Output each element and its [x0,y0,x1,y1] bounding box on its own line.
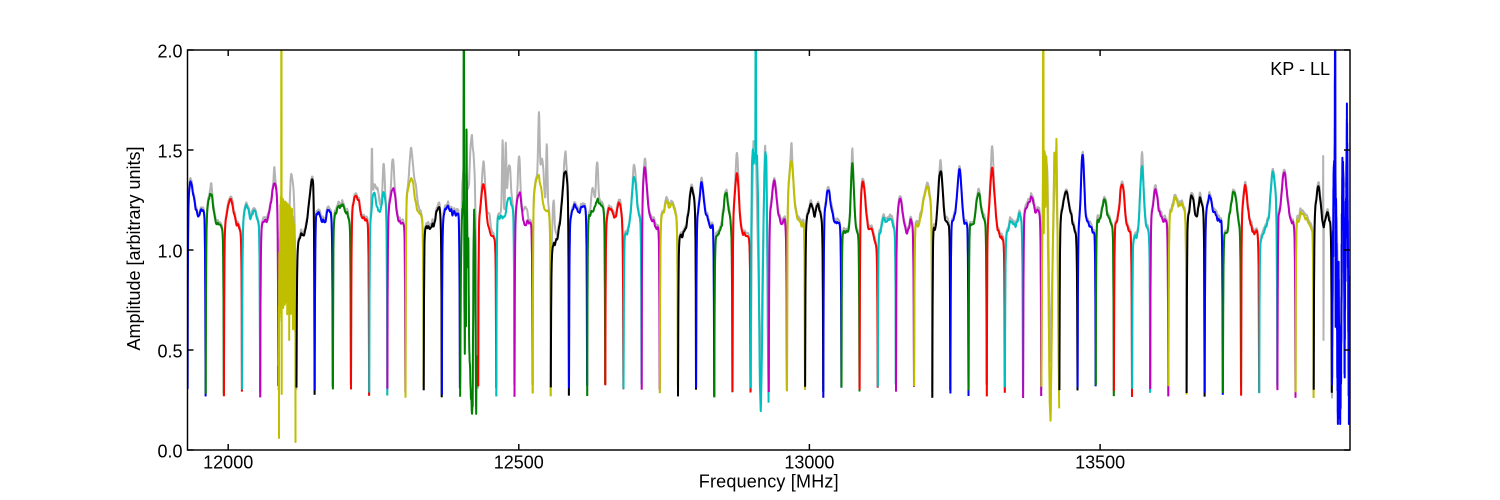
svg-text:13500: 13500 [1075,453,1125,473]
svg-text:Amplitude [arbitrary units]: Amplitude [arbitrary units] [124,146,144,350]
svg-text:12500: 12500 [494,453,544,473]
svg-text:1.0: 1.0 [157,241,182,261]
svg-text:2.0: 2.0 [157,41,182,61]
svg-text:0.0: 0.0 [157,441,182,461]
svg-text:KP - LL: KP - LL [1270,59,1330,79]
svg-text:0.5: 0.5 [157,341,182,361]
svg-text:13000: 13000 [784,453,834,473]
svg-text:1.5: 1.5 [157,141,182,161]
svg-text:Frequency [MHz]: Frequency [MHz] [699,472,839,492]
svg-text:12000: 12000 [203,453,253,473]
